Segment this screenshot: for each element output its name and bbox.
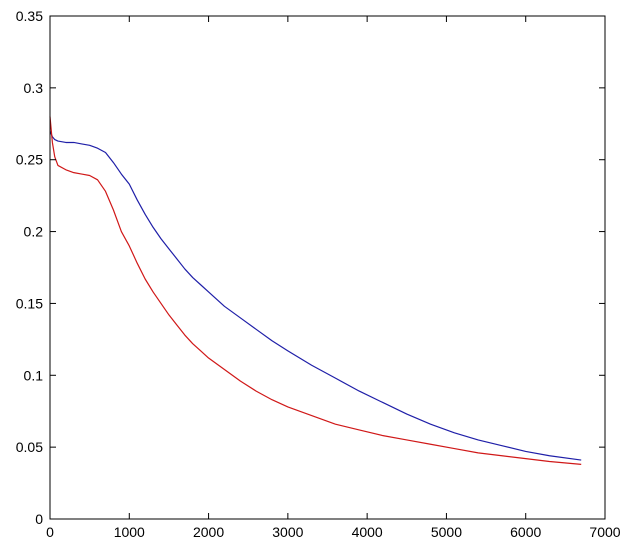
x-tick-label: 7000	[589, 524, 620, 540]
y-tick-label: 0.25	[16, 152, 43, 168]
x-tick-label: 5000	[431, 524, 462, 540]
series-line-1	[49, 130, 582, 461]
series-layer	[49, 116, 582, 465]
y-tick-label: 0.05	[16, 439, 43, 455]
y-tick-label: 0.35	[16, 8, 43, 24]
y-tick-label: 0.3	[24, 80, 44, 96]
y-tick-label: 0.2	[24, 224, 44, 240]
x-tick-label: 1000	[114, 524, 145, 540]
x-tick-label: 2000	[193, 524, 224, 540]
x-tick-label: 6000	[510, 524, 541, 540]
x-tick-label: 0	[46, 524, 54, 540]
y-tick-label: 0.1	[24, 367, 44, 383]
ticks-layer: 0 1000 2000 3000 4000 5000 6000 7000 0 0.05 0.1 0.1…	[16, 8, 621, 540]
plot-frame	[49, 15, 606, 520]
x-tick-label: 4000	[352, 524, 383, 540]
y-tick-label: 0.15	[16, 295, 43, 311]
series-line-2	[49, 116, 582, 465]
x-tick-label: 3000	[272, 524, 303, 540]
y-tick-label: 0	[35, 511, 43, 527]
